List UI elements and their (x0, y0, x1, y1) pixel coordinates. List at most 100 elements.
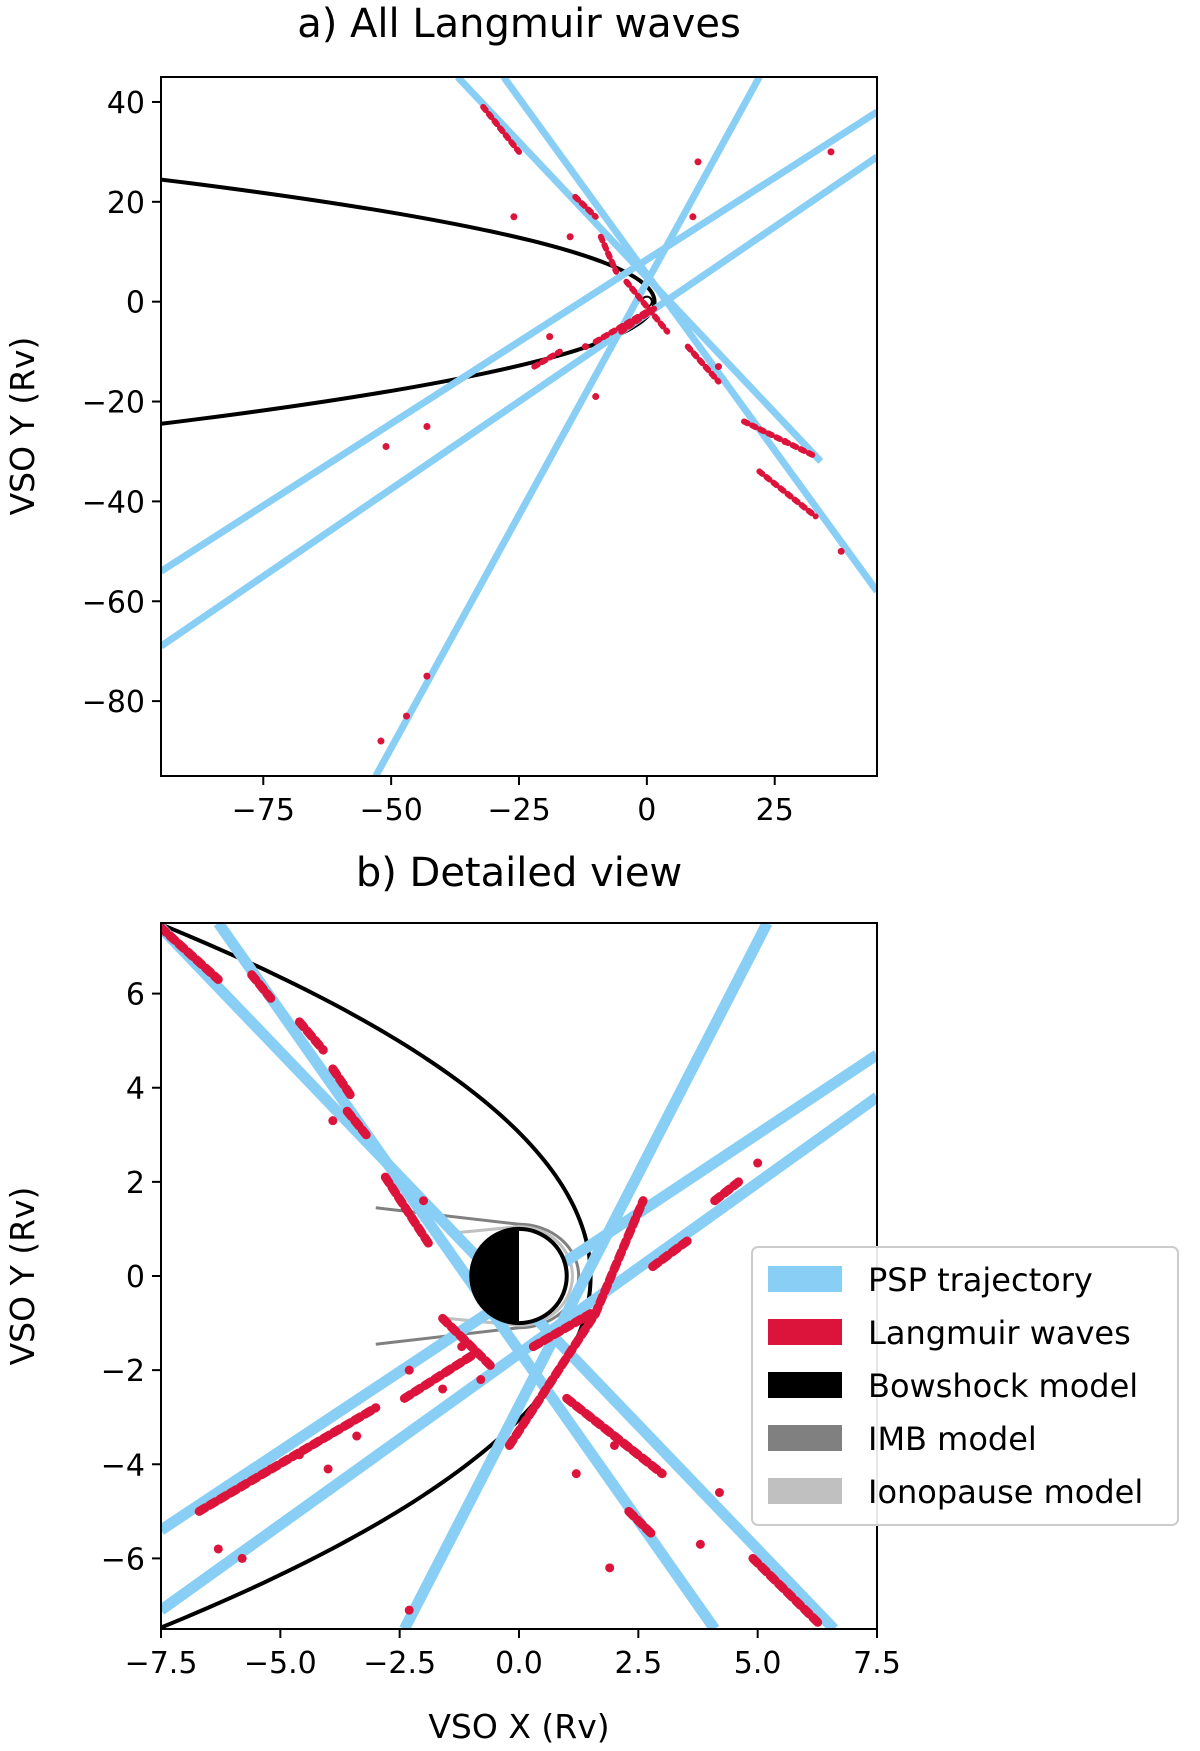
panel-b-xlabel: VSO X (Rv) (428, 1707, 609, 1746)
panel-a-xtick-label-5: 25 (756, 793, 794, 828)
legend-label-langmuir: Langmuir waves (868, 1314, 1131, 1352)
panel-b-ytick-label-4: 0 (126, 1260, 145, 1295)
legend-box (751, 1246, 1179, 1526)
panel-a-ylabel: VSO Y (Rv) (3, 337, 42, 516)
panel-b-langmuir-dot-13 (753, 1158, 763, 1168)
legend: PSP trajectory Langmuir waves Bowshock mod… (751, 1246, 1179, 1526)
legend-swatch-bowshock (768, 1372, 842, 1398)
panel-b-langmuir-segment-15 (648, 1233, 696, 1272)
panel-a-langmuir-dot-1 (382, 442, 390, 450)
panel-a: a) All Langmuir waves −75 −50 −25 0 2540200−… (3, 1, 878, 828)
panel-b-ytick-label-7: −6 (101, 1542, 145, 1577)
panel-b-langmuir-segment-14 (399, 1351, 476, 1403)
panel-a-langmuir-segment-2 (572, 193, 599, 220)
panel-b-xtick-label-3: −2.5 (363, 1646, 436, 1681)
panel-a-trajectory-3 (372, 77, 763, 776)
panel-b-langmuir-segment-10 (504, 1309, 600, 1450)
legend-label-bowshock: Bowshock model (868, 1367, 1138, 1405)
panel-b-ytick-label-5: −2 (101, 1354, 145, 1389)
panel-b-langmuir-segment-11 (590, 1196, 648, 1319)
panel-b-langmuir-segment-6 (380, 1172, 433, 1248)
panel-b-langmuir-dot-6 (438, 1384, 448, 1394)
panel-b-langmuir-segment-13 (194, 1403, 381, 1516)
legend-swatch-imb (768, 1425, 842, 1451)
panel-b-xtick-label-5: 2.5 (614, 1646, 662, 1681)
panel-b-trajectory-3 (399, 923, 773, 1629)
panel-b-langmuir-dot-3 (294, 1450, 304, 1460)
panel-b-langmuir-dot-14 (695, 1539, 705, 1549)
panel-a-langmuir-dot-4 (402, 712, 410, 720)
panel-b-langmuir-dot-15 (605, 1563, 615, 1573)
panel-b-langmuir-dot-11 (609, 1440, 619, 1450)
panel-a-ytick-label-1: 40 (107, 86, 145, 121)
panel-a-langmuir-dot-9 (510, 213, 518, 221)
panel-a-langmuir-dot-15 (581, 343, 589, 351)
panel-b-plot-area (161, 923, 877, 1629)
panel-b-langmuir-dot-7 (476, 1375, 486, 1385)
panel-b-imb-line-1 (375, 1206, 520, 1226)
panel-b-langmuir-dot-5 (352, 1431, 362, 1441)
panel-a-langmuir-dot-12 (837, 547, 845, 555)
panel-a-title: a) All Langmuir waves (297, 1, 741, 47)
panel-b-langmuir-segment-8 (562, 1393, 667, 1479)
panel-b-langmuir-segment-4 (328, 1064, 357, 1102)
panel-a-ytick-label-4: −20 (82, 386, 145, 421)
panel-b-xtick-label-4: 0.0 (495, 1646, 543, 1681)
panel-a-langmuir-dot-13 (827, 148, 835, 156)
legend-items: PSP trajectory Langmuir waves Bowshock mod… (768, 1261, 1143, 1511)
panel-b-langmuir-dot-10 (457, 1342, 467, 1352)
panel-a-langmuir-segment-4 (623, 278, 671, 335)
panel-b-langmuir-segment-5 (342, 1106, 371, 1140)
panel-b-langmuir-dot-12 (714, 1488, 724, 1498)
panel-b: b) Detailed view −7.5 −5.0 −2.5 0.0 2.5 5.0 7.… (3, 850, 901, 1746)
panel-a-ytick-label-3: 0 (126, 286, 145, 321)
panel-b-ytick-label-3: 2 (126, 1166, 145, 1201)
legend-swatch-trajectory (768, 1266, 842, 1292)
panel-b-langmuir-dot-8 (323, 1464, 333, 1474)
panel-b-title: b) Detailed view (356, 850, 682, 896)
panel-b-langmuir-segment-7 (438, 1313, 495, 1370)
panel-a-ytick-label-5: −40 (82, 485, 145, 520)
panel-b-langmuir-dot-9 (237, 1553, 247, 1563)
panel-a-langmuir-dot-6 (592, 393, 600, 401)
legend-label-trajectory: PSP trajectory (868, 1261, 1093, 1299)
panel-a-xtick-label-4: 0 (637, 793, 656, 828)
panel-a-xtick-label-2: −50 (359, 793, 422, 828)
panel-a-ytick-label-2: 20 (107, 186, 145, 221)
legend-label-ionopause: Ionopause model (868, 1473, 1143, 1511)
legend-swatch-langmuir (768, 1319, 842, 1345)
panel-b-langmuir-dot-19 (328, 1116, 338, 1126)
venus-nightside (471, 1228, 519, 1324)
panel-a-langmuir-dot-2 (423, 423, 431, 430)
panel-b-langmuir-segment-12 (528, 1309, 596, 1352)
panel-b-langmuir-dot-2 (266, 1464, 276, 1474)
panel-b-langmuir-dot-1 (213, 1544, 223, 1554)
panel-a-ticks: −75 −50 −25 0 25 40 20 0 −20 −40 −60 −80 (82, 86, 794, 828)
panel-a-langmuir-segment-9 (531, 348, 563, 370)
panel-a-langmuir-segment-7 (756, 468, 819, 520)
panel-a-langmuir-dot-7 (694, 158, 702, 166)
panel-b-langmuir-dot-18 (571, 1469, 581, 1479)
panel-a-trajectory-1 (161, 109, 877, 575)
panel-b-langmuir-dot-16 (419, 1196, 429, 1206)
panel-a-plot-area (161, 77, 877, 776)
panel-b-ticks: −7.5 −5.0 −2.5 0.0 2.5 5.0 7.5 6 4 2 0 −2 −4 −6 (101, 978, 901, 1681)
panel-b-ytick-label-2: 4 (126, 1072, 145, 1107)
panel-b-langmuir-segment-17 (748, 1553, 825, 1629)
panel-b-xtick-label-6: 5.0 (734, 1646, 782, 1681)
legend-label-imb: IMB model (868, 1420, 1037, 1458)
panel-a-langmuir-segment-1 (480, 103, 522, 155)
panel-a-ytick-label-7: −80 (82, 685, 145, 720)
panel-b-xtick-label-1: −7.5 (125, 1646, 198, 1681)
panel-a-langmuir-segment-3 (597, 233, 620, 275)
panel-b-langmuir-segment-2 (247, 970, 276, 1003)
panel-a-langmuir-dot-16 (781, 437, 789, 445)
panel-a-langmuir-segment-5 (684, 343, 722, 385)
panel-a-trajectory-2 (161, 153, 877, 650)
panel-a-bowshock-curve (161, 177, 657, 426)
panel-a-langmuir-dot-8 (689, 213, 697, 221)
panel-a-ytick-label-6: −60 (82, 585, 145, 620)
panel-a-langmuir-segment-10 (618, 303, 661, 335)
panel-b-xtick-label-7: 7.5 (853, 1646, 901, 1681)
